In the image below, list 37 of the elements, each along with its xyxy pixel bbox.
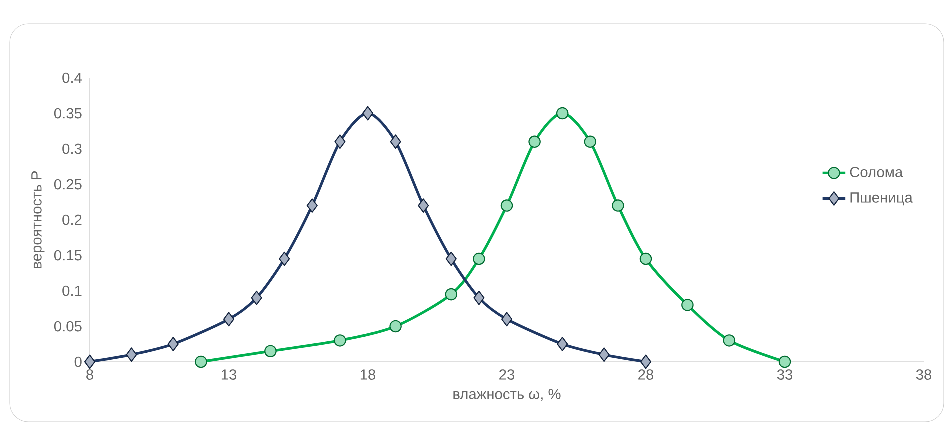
point (362, 106, 374, 121)
x-tick-label: 13 (222, 370, 237, 380)
y-tick-label: 0 (74, 356, 82, 368)
point (334, 134, 346, 150)
x-tick-label: 8 (86, 370, 94, 380)
y-tick-label: 0.15 (54, 250, 82, 261)
legend-label: Пшеница (850, 192, 913, 206)
y-axis-title: вероятность P (32, 172, 45, 268)
point (126, 348, 138, 362)
y-tick-label: 0.05 (54, 321, 82, 332)
x-axis-title: влажность ω, % (454, 389, 561, 402)
x-tick-label: 33 (777, 370, 793, 380)
y-tick-label: 0.25 (54, 179, 82, 190)
x-tick-label: 23 (500, 370, 515, 380)
point (474, 290, 485, 306)
point (446, 252, 457, 266)
x-tick-label: 28 (638, 370, 654, 380)
legend-label: Солома (850, 167, 904, 178)
point (501, 312, 513, 327)
point (418, 198, 430, 214)
point (168, 337, 179, 352)
point (84, 354, 96, 370)
point (279, 252, 290, 266)
x-tick-label: 38 (916, 370, 932, 380)
y-tick-label: 0.3 (62, 144, 82, 154)
x-tick-label: 18 (360, 370, 376, 380)
point (390, 134, 402, 150)
point (557, 337, 568, 352)
point (251, 290, 262, 306)
point (598, 348, 610, 362)
point (306, 198, 318, 214)
point (223, 312, 235, 327)
point (640, 354, 652, 370)
y-tick-label: 0.35 (54, 108, 82, 119)
y-tick-label: 0.2 (62, 214, 82, 226)
y-tick-label: 0.1 (62, 286, 82, 296)
y-tick-label: 0.4 (62, 72, 82, 84)
